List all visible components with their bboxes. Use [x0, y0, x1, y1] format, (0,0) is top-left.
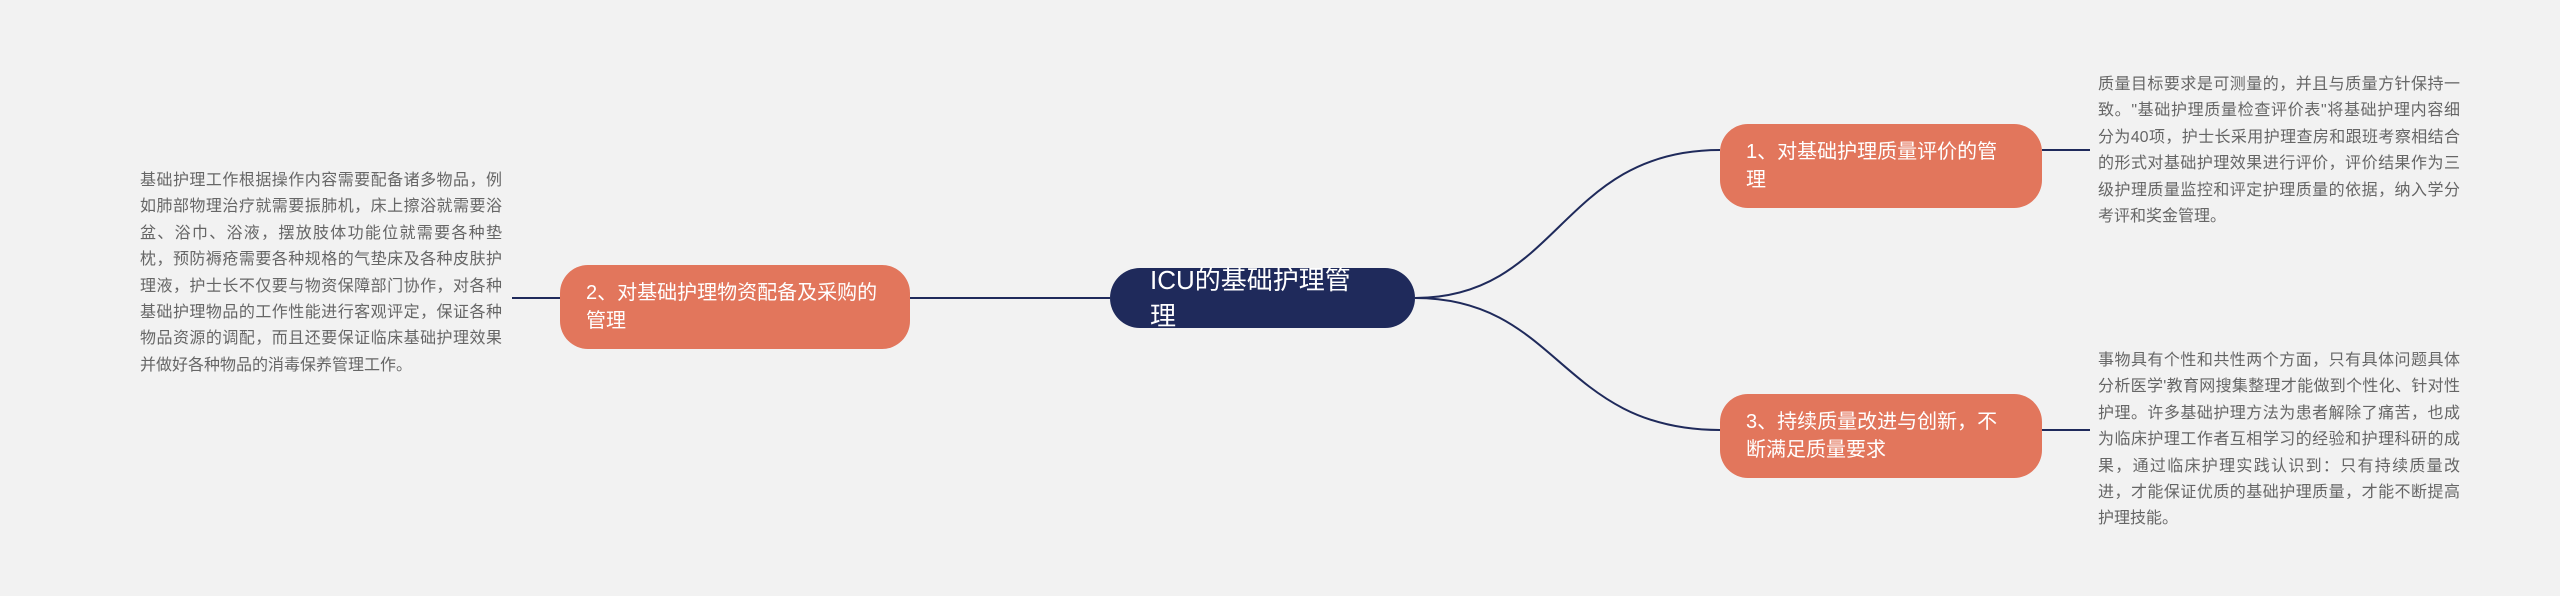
branch-node-3[interactable]: 3、持续质量改进与创新，不断满足质量要求	[1720, 394, 2042, 478]
center-label: ICU的基础护理管理	[1150, 262, 1375, 335]
branch-1-label: 1、对基础护理质量评价的管理	[1746, 138, 2016, 194]
branch-1-desc: 质量目标要求是可测量的，并且与质量方针保持一致。"基础护理质量检查评价表"将基础…	[2098, 72, 2460, 230]
branch-3-label: 3、持续质量改进与创新，不断满足质量要求	[1746, 408, 2016, 464]
branch-3-desc: 事物具有个性和共性两个方面，只有具体问题具体分析医学'教育网搜集整理才能做到个性…	[2098, 348, 2460, 533]
branch-node-1[interactable]: 1、对基础护理质量评价的管理	[1720, 124, 2042, 208]
branch-2-label: 2、对基础护理物资配备及采购的管理	[586, 279, 884, 335]
center-node[interactable]: ICU的基础护理管理	[1110, 268, 1415, 328]
branch-2-desc: 基础护理工作根据操作内容需要配备诸多物品，例如肺部物理治疗就需要振肺机，床上擦浴…	[140, 168, 502, 379]
mindmap-canvas: ICU的基础护理管理 1、对基础护理质量评价的管理 质量目标要求是可测量的，并且…	[0, 0, 2560, 596]
branch-node-2[interactable]: 2、对基础护理物资配备及采购的管理	[560, 265, 910, 349]
